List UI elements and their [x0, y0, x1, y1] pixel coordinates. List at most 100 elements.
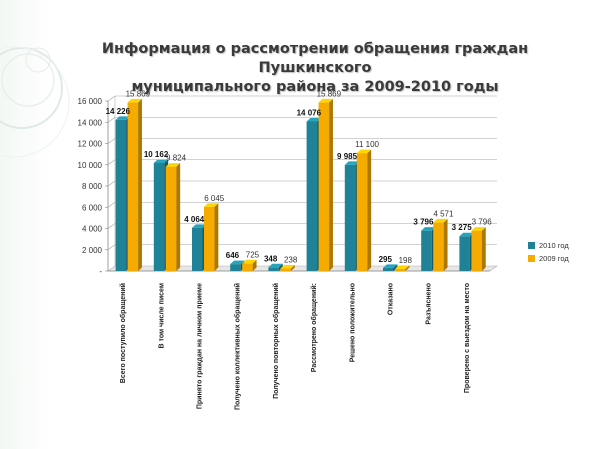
category-label: Принято граждан на личном приеме — [197, 283, 204, 409]
data-label-2010: 348 — [264, 254, 278, 263]
data-label-2009: 3 796 — [472, 218, 493, 227]
data-label-2010: 14 076 — [297, 108, 322, 117]
category-label: Получено коллективных обращений — [234, 283, 242, 410]
bar-2010-top — [192, 224, 207, 228]
data-label-2009: 9 824 — [166, 154, 187, 163]
gridline-diag — [107, 138, 116, 144]
bar-2009-front — [356, 153, 368, 271]
category-label: Проверено с выездом на место — [464, 283, 471, 393]
category-label: Рассмотрено обращений: — [310, 283, 318, 372]
gridline-diag — [107, 223, 116, 229]
bar-2009-front — [395, 268, 406, 271]
slide-title: Информация о рассмотрении обращения граж… — [60, 40, 570, 97]
bar-2009-front — [165, 166, 177, 271]
bar-2009-front — [318, 102, 330, 271]
category-label: Отказано — [388, 283, 395, 315]
bar-2009-top — [204, 203, 219, 207]
data-label-2009: 6 045 — [204, 194, 225, 203]
bar-2010-top — [115, 116, 130, 120]
bar-2009-front — [280, 268, 291, 271]
bar-2009 — [204, 203, 219, 271]
bar-2009-top — [127, 98, 142, 103]
legend-item-2010: 2010 год — [528, 239, 569, 252]
data-label-2009: 4 571 — [433, 209, 454, 218]
category-label: Решено положительно — [349, 283, 356, 362]
y-tick-label: - — [99, 267, 102, 276]
bar-2009-side — [329, 98, 333, 271]
bar-2009-side — [405, 265, 410, 271]
bar-2010-top — [383, 264, 398, 268]
bar-2009-side — [176, 163, 181, 271]
bar-2009-side — [481, 227, 486, 271]
bar-2009-front — [242, 263, 253, 271]
y-tick-label: 16 000 — [78, 97, 103, 106]
y-tick-label: 2 000 — [82, 246, 103, 255]
bar-2009-side — [252, 259, 257, 271]
bar-2010-front — [344, 164, 356, 271]
bar-2010-side — [278, 263, 283, 271]
decorative-circles — [0, 46, 70, 158]
gridline-diag — [107, 95, 116, 102]
legend-item-2009: 2009 год — [528, 252, 569, 265]
category-label: Разъяснено — [426, 283, 433, 325]
gridline-diag — [107, 244, 116, 250]
bar-2009-top — [242, 259, 257, 264]
bar-2009 — [471, 227, 486, 271]
bar-2009-top — [395, 265, 410, 269]
data-label-2009: 238 — [284, 255, 298, 264]
legend-label-2010: 2010 год — [539, 241, 569, 250]
bar-2009-top — [471, 227, 486, 231]
legend-swatch-2010 — [528, 242, 535, 249]
y-tick-label: 14 000 — [78, 118, 103, 127]
data-label-2009: 15 869 — [317, 89, 342, 98]
data-label-2010: 3 275 — [452, 223, 473, 232]
bar-2010-front — [306, 121, 318, 271]
left-decorative-band — [0, 0, 52, 449]
bar-2009-top — [280, 264, 295, 269]
bar-2009-front — [204, 206, 215, 271]
y-axis-ticks: - 2 000 4 000 6 000 8 000 10 000 12 000 14 000 1… — [78, 97, 108, 276]
bar-2009 — [395, 265, 410, 271]
bar-2010-front — [383, 267, 394, 271]
bar-2009-top — [318, 98, 333, 103]
bar-2009-side — [214, 203, 219, 271]
data-label-2010: 9 985 — [337, 152, 358, 161]
bar-2009 — [127, 98, 142, 271]
category-label: Всего поступило обращений — [119, 283, 127, 383]
y-tick-label: 4 000 — [82, 225, 103, 234]
bar-2010 — [268, 263, 283, 271]
bar-2009-front — [433, 222, 444, 271]
bar-2010 — [383, 264, 398, 271]
bar-2009-side — [443, 218, 448, 271]
data-label-2010: 14 226 — [106, 107, 131, 116]
bars — [115, 98, 486, 271]
bar-2009 — [280, 264, 295, 271]
category-labels: Всего поступило обращений В том числе пис… — [119, 283, 471, 410]
bar-2009-side — [367, 149, 372, 271]
bar-2009 — [242, 259, 257, 271]
gridline-diag — [107, 202, 116, 208]
bar-2010-top — [459, 232, 474, 237]
category-label: Получено повторных обращений — [272, 283, 280, 399]
bar-2010-side — [393, 264, 398, 271]
data-label-2009: 198 — [399, 256, 413, 265]
bar-2009-side — [290, 264, 295, 271]
title-line-2: муниципального района за 2009-2010 годы — [131, 79, 499, 95]
legend-swatch-2009 — [528, 255, 535, 262]
bar-2009-top — [356, 149, 372, 154]
bar-2010-front — [268, 267, 279, 271]
bar-2010-front — [459, 236, 470, 271]
y-tick-label: 6 000 — [82, 203, 103, 212]
bar-2010-front — [230, 264, 241, 271]
bar-2009-top — [165, 163, 181, 167]
bar-2010-top — [153, 159, 169, 164]
data-label-2010: 4 064 — [184, 215, 205, 224]
bar-2009 — [433, 218, 448, 271]
bar-2010-front — [192, 227, 203, 271]
bar-2009-top — [433, 218, 448, 223]
legend-label-2009: 2009 год — [539, 254, 569, 263]
data-label-2009: 11 100 — [355, 140, 379, 149]
